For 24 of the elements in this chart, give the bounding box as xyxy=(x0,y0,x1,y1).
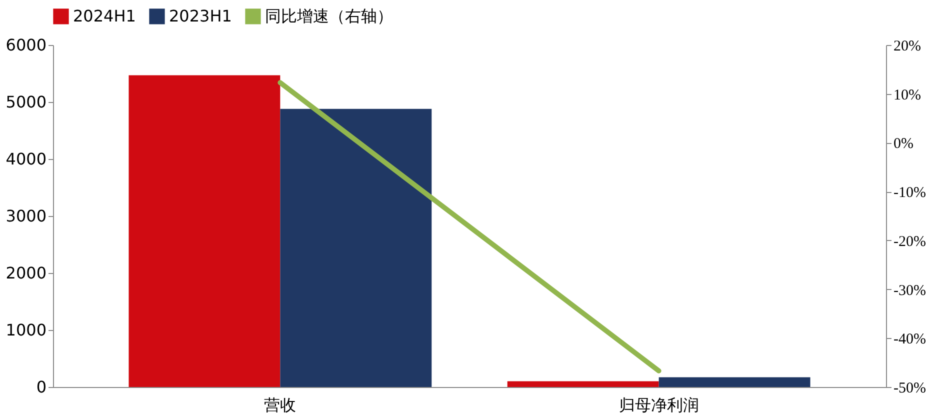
y2-tick-label: -10% xyxy=(894,185,926,202)
y-tick-label: 0 xyxy=(36,378,46,396)
bar xyxy=(128,75,280,387)
x-tick-label: 归母净利润 xyxy=(618,396,699,414)
y-tick-label: 2000 xyxy=(6,264,46,282)
y2-tick-label: 10% xyxy=(894,87,921,104)
y2-tick-label: -50% xyxy=(894,380,926,396)
y-tick-label: 4000 xyxy=(6,150,46,168)
y-tick-label: 3000 xyxy=(6,206,46,226)
y2-tick-label: -30% xyxy=(894,282,926,299)
y2-tick-label: 0% xyxy=(894,136,914,152)
x-tick-label: 营收 xyxy=(264,396,296,414)
legend-label: 2023H1 xyxy=(169,6,232,26)
bar xyxy=(658,377,810,387)
legend-label: 2024H1 xyxy=(73,6,136,26)
y-tick-label: 5000 xyxy=(6,92,46,112)
bar xyxy=(280,108,432,387)
legend-label: 同比增速（右轴） xyxy=(265,6,393,26)
y-tick-label: 6000 xyxy=(6,36,46,54)
y2-tick-label: 20% xyxy=(894,38,921,54)
y2-tick-label: -40% xyxy=(894,332,926,348)
bar xyxy=(507,381,659,387)
y2-tick-label: -20% xyxy=(894,234,926,250)
y-tick-label: 1000 xyxy=(6,320,46,340)
